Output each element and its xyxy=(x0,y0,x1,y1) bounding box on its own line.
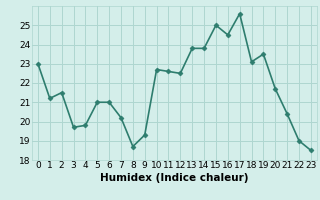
X-axis label: Humidex (Indice chaleur): Humidex (Indice chaleur) xyxy=(100,173,249,183)
